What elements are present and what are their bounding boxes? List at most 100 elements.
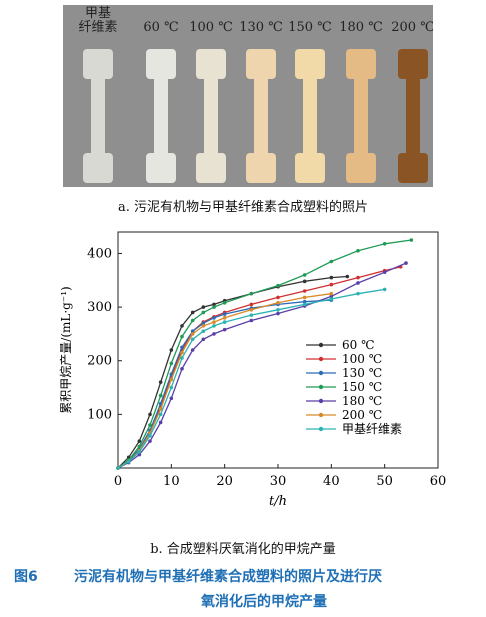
x-tick-label: 30	[270, 474, 287, 489]
plastic-specimen	[196, 49, 226, 183]
data-point	[302, 299, 307, 304]
data-point	[356, 248, 360, 253]
caption-b: b. 合成塑料厌氧消化的甲烷产量	[150, 542, 336, 557]
legend-marker	[318, 356, 324, 362]
legend-marker	[318, 384, 324, 390]
data-point	[201, 310, 206, 315]
data-point	[329, 259, 334, 264]
data-point	[222, 316, 227, 320]
data-point	[222, 312, 227, 316]
figure-caption-line1: 污泥有机物与甲基纤维素合成塑料的照片及进行厌	[74, 569, 382, 585]
data-point	[190, 332, 195, 336]
y-axis-label: 累积甲烷产量/(mL·g⁻¹)	[59, 286, 73, 413]
data-point	[190, 329, 195, 334]
data-point	[329, 294, 334, 299]
data-point	[212, 305, 216, 309]
legend-marker	[318, 412, 324, 418]
specimen-label: 200 ℃	[391, 20, 433, 35]
data-point	[180, 350, 184, 355]
data-point	[356, 281, 360, 285]
specimen-label: 150 ℃	[288, 20, 332, 35]
data-point	[329, 282, 334, 287]
legend-marker	[318, 426, 324, 432]
caption-a: a. 污泥有机物与甲基纤维素合成塑料的照片	[117, 200, 368, 215]
data-point	[276, 283, 280, 288]
data-point	[137, 439, 142, 443]
data-point	[158, 393, 163, 398]
data-point	[148, 439, 152, 443]
x-tick-label: 10	[163, 474, 180, 489]
data-point	[190, 318, 195, 323]
legend-label: 100 ℃	[342, 352, 382, 366]
data-point	[249, 291, 254, 296]
data-point	[169, 348, 174, 352]
y-tick-label: 400	[87, 246, 112, 261]
x-tick-label: 60	[430, 474, 447, 489]
data-point	[201, 337, 206, 342]
data-point	[148, 434, 152, 438]
legend-label: 甲基纤维素	[342, 422, 402, 436]
data-point	[329, 291, 334, 296]
data-point	[249, 302, 254, 307]
plastic-specimen	[146, 49, 176, 183]
figure-caption: 图6 污泥有机物与甲基纤维素合成塑料的照片及进行厌 氧消化后的甲烷产量	[14, 565, 474, 615]
data-point	[249, 318, 254, 323]
data-point	[356, 275, 360, 280]
methane-yield-chart: 0 10 20 30 40 50 60 100 200 300 400 t/h 累积甲烷产量/(mL·g…	[59, 231, 447, 509]
data-point	[302, 289, 307, 293]
data-point	[302, 295, 307, 300]
data-point	[190, 310, 195, 315]
data-point	[276, 307, 280, 312]
data-point	[169, 377, 174, 382]
specimen-label: 130 ℃	[239, 20, 283, 35]
specimen-label: 180 ℃	[339, 20, 383, 35]
data-point	[158, 420, 163, 425]
data-point	[329, 275, 334, 280]
legend-label: 200 ℃	[342, 408, 382, 422]
series-line	[117, 239, 412, 469]
plastic-specimen	[83, 49, 113, 183]
data-point	[169, 396, 174, 401]
data-point	[180, 356, 184, 360]
data-point	[201, 321, 206, 325]
data-point	[169, 361, 174, 366]
data-point	[190, 348, 195, 352]
data-point	[222, 320, 227, 324]
specimen-photo: 甲基 纤维素 60 ℃ 100 ℃ 130 ℃ 150 ℃ 180 ℃ 200 ℃	[63, 5, 433, 187]
data-point	[201, 329, 206, 334]
data-point	[276, 311, 280, 316]
data-point	[201, 324, 206, 328]
x-axis-label: t/h	[269, 494, 287, 509]
x-tick-label: 40	[323, 474, 340, 489]
data-point	[116, 466, 120, 470]
data-point	[137, 452, 142, 457]
data-point	[249, 307, 254, 312]
data-point	[276, 295, 280, 300]
data-point	[148, 412, 152, 417]
data-point	[276, 301, 280, 305]
legend-marker	[318, 342, 324, 348]
data-point	[302, 273, 307, 277]
data-point	[169, 372, 174, 376]
data-point	[356, 291, 360, 296]
data-point	[137, 450, 142, 454]
legend-marker	[318, 398, 324, 404]
legend-label: 180 ℃	[342, 394, 382, 408]
series-line	[117, 275, 348, 469]
data-point	[212, 316, 216, 320]
data-point	[158, 407, 163, 411]
y-tick-label: 200	[87, 354, 112, 369]
data-point	[126, 459, 131, 464]
data-point	[249, 313, 254, 317]
y-tick-label: 300	[87, 300, 112, 315]
data-point	[201, 305, 206, 309]
specimen-label: 甲基 纤维素	[78, 6, 118, 35]
data-point	[382, 270, 387, 275]
data-point	[409, 238, 414, 242]
specimen-label: 60 ℃	[143, 20, 179, 35]
plastic-specimen	[246, 49, 276, 183]
data-point	[302, 279, 307, 284]
data-point	[169, 385, 174, 390]
legend-label: 60 ℃	[342, 338, 375, 352]
data-point	[180, 324, 184, 328]
